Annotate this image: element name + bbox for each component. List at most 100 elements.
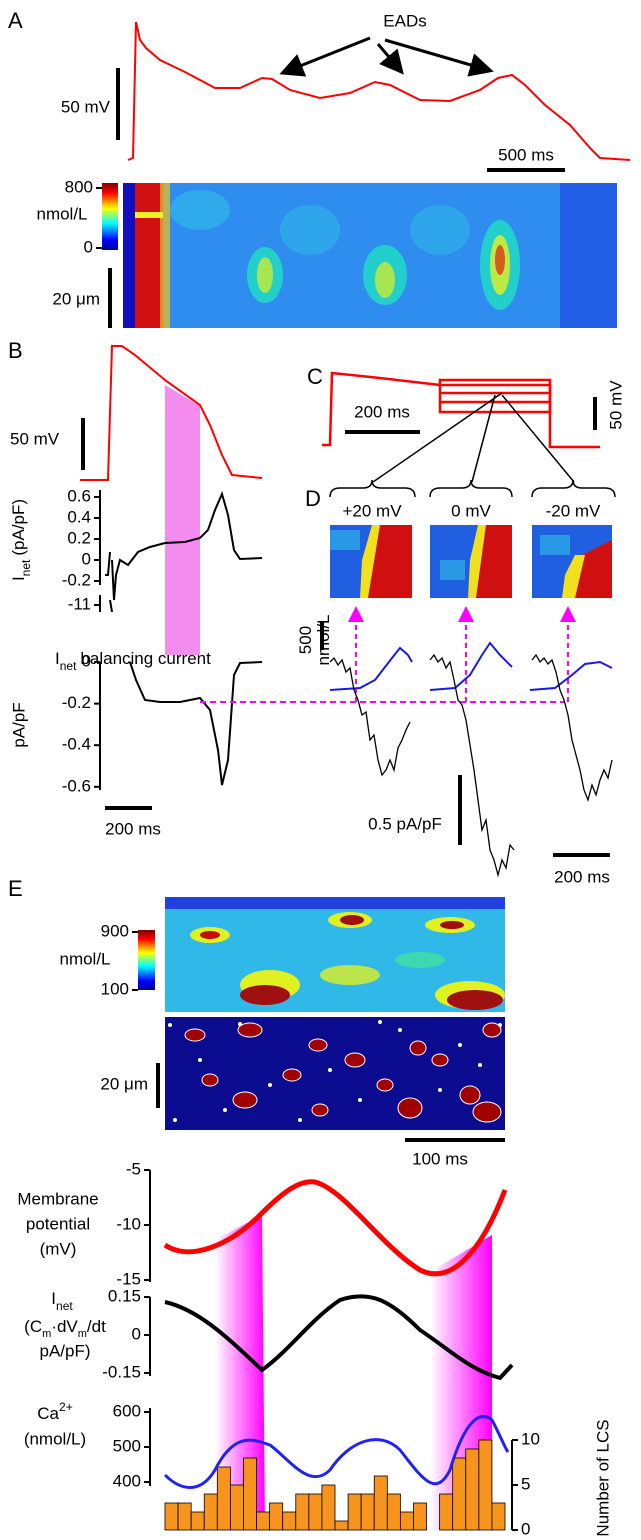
panel-label: A: [8, 8, 23, 33]
colorbar-unit: nmol/L: [36, 204, 87, 223]
bar: [387, 1494, 400, 1530]
tick-label: 0: [82, 549, 91, 568]
bar: [191, 1512, 204, 1530]
tick-label: 900: [101, 921, 129, 940]
bar: [296, 1494, 309, 1530]
panel-label: D: [305, 486, 321, 511]
balancing-trace: [130, 662, 262, 785]
braces: [330, 480, 615, 497]
symbol: Ca: [37, 1404, 59, 1423]
scale-label: 50 mV: [61, 97, 111, 116]
scale-unit: nmol/L: [314, 614, 333, 665]
bar: [479, 1440, 492, 1530]
tick-label: -5: [126, 1159, 141, 1178]
scale-label: 500nmol/L: [296, 614, 333, 665]
tick-label: 100: [101, 979, 129, 998]
tick-label: 0.6: [67, 486, 91, 505]
bar: [374, 1476, 387, 1530]
scale-label: 50 mV: [606, 380, 625, 430]
bar: [466, 1449, 479, 1530]
tick-label: 600: [113, 1401, 141, 1420]
subscript: m: [78, 1328, 87, 1340]
figure: A EADs 50 mV 500 ms nmol/L 20 μm B 50 mV…: [0, 0, 641, 1540]
panel-label: E: [8, 876, 23, 901]
subscript: m: [42, 1328, 51, 1340]
bar: [348, 1494, 361, 1530]
y-axis-label: (nmol/L): [24, 1429, 86, 1448]
panel-label: C: [307, 364, 323, 389]
tick-label: 0: [82, 651, 91, 670]
scale-label: 50 mV: [10, 429, 60, 448]
bar: [413, 1503, 426, 1530]
action-potential: [128, 22, 630, 160]
subscript: net: [56, 1299, 73, 1313]
spark-image: [165, 1017, 505, 1130]
text: (C: [24, 1317, 42, 1336]
tick-label: 400: [113, 1471, 141, 1490]
tick-label: -0.15: [102, 1362, 141, 1381]
linescan-image: [123, 183, 617, 328]
superscript: 2+: [59, 1400, 73, 1414]
annotation: EADs: [383, 11, 426, 30]
colorbar-unit: nmol/L: [59, 949, 110, 968]
bar: [243, 1458, 256, 1530]
scale-label: 200 ms: [354, 402, 410, 421]
tick-label: 0.2: [67, 528, 91, 547]
scale-label: 200 ms: [105, 819, 161, 838]
scale-label: 20 μm: [100, 1074, 148, 1093]
trace-break: [110, 600, 112, 612]
colorbar: [102, 183, 118, 250]
linescan-images: [330, 525, 612, 598]
arrow: [285, 38, 370, 72]
bar: [453, 1458, 466, 1530]
arrow: [378, 44, 400, 70]
y-axis-label: Membrane: [17, 1189, 98, 1208]
tick-label: 0: [521, 1519, 530, 1538]
tick-label: -0.6: [62, 776, 91, 795]
tick-label: 0.15: [108, 1287, 141, 1306]
tick-label: 0.4: [67, 507, 91, 526]
y-axis-label: (mV): [40, 1239, 77, 1258]
scale-label: 0.5 pA/pF: [368, 814, 442, 833]
current-traces: [330, 655, 612, 875]
bar: [270, 1503, 283, 1530]
bar: [178, 1503, 191, 1530]
bar: [165, 1503, 178, 1530]
text: /dt: [87, 1317, 106, 1336]
bar: [361, 1494, 374, 1530]
tick-label: 0: [132, 1324, 141, 1343]
y-axis-label: Inet: [51, 1289, 73, 1313]
y-axis-label: (Cm·dVm/dt: [24, 1317, 106, 1339]
text: ·dV: [51, 1317, 78, 1336]
bar: [492, 1503, 505, 1530]
scale-label: 20 μm: [52, 289, 100, 308]
subscript: net: [60, 659, 77, 673]
y-axis-label: potential: [26, 1214, 90, 1233]
y-axis-label: Inet(pA/pF): [9, 499, 33, 581]
scale-value: 500: [296, 626, 315, 654]
calcium-image: [165, 897, 505, 1012]
arrow: [385, 40, 488, 70]
panel-label: B: [8, 338, 23, 363]
bar: [322, 1485, 335, 1530]
step-label: 0 mV: [451, 501, 491, 520]
tick-label: 500: [113, 1436, 141, 1455]
unit: (pA/pF): [9, 499, 28, 556]
tick-label: -11: [68, 594, 91, 613]
bar: [335, 1521, 348, 1530]
y-axis-label: pA/pF): [39, 1341, 90, 1360]
tick-label: 5: [521, 1474, 530, 1493]
subscript: net: [19, 559, 33, 576]
tick-label: -10: [116, 1214, 141, 1233]
y-axis-label: pA/pF: [9, 702, 28, 747]
y-axis-label: Ca2+: [37, 1400, 72, 1423]
tick-label: 0: [84, 237, 93, 256]
tick-label: -0.2: [62, 570, 91, 589]
scale-label: 200 ms: [554, 867, 610, 886]
bar: [217, 1467, 230, 1530]
bar: [309, 1494, 322, 1530]
bar: [400, 1512, 413, 1530]
tick-label: 10: [521, 1429, 540, 1448]
bar: [230, 1485, 243, 1530]
y2-axis-label: Number of LCS: [593, 1419, 612, 1536]
